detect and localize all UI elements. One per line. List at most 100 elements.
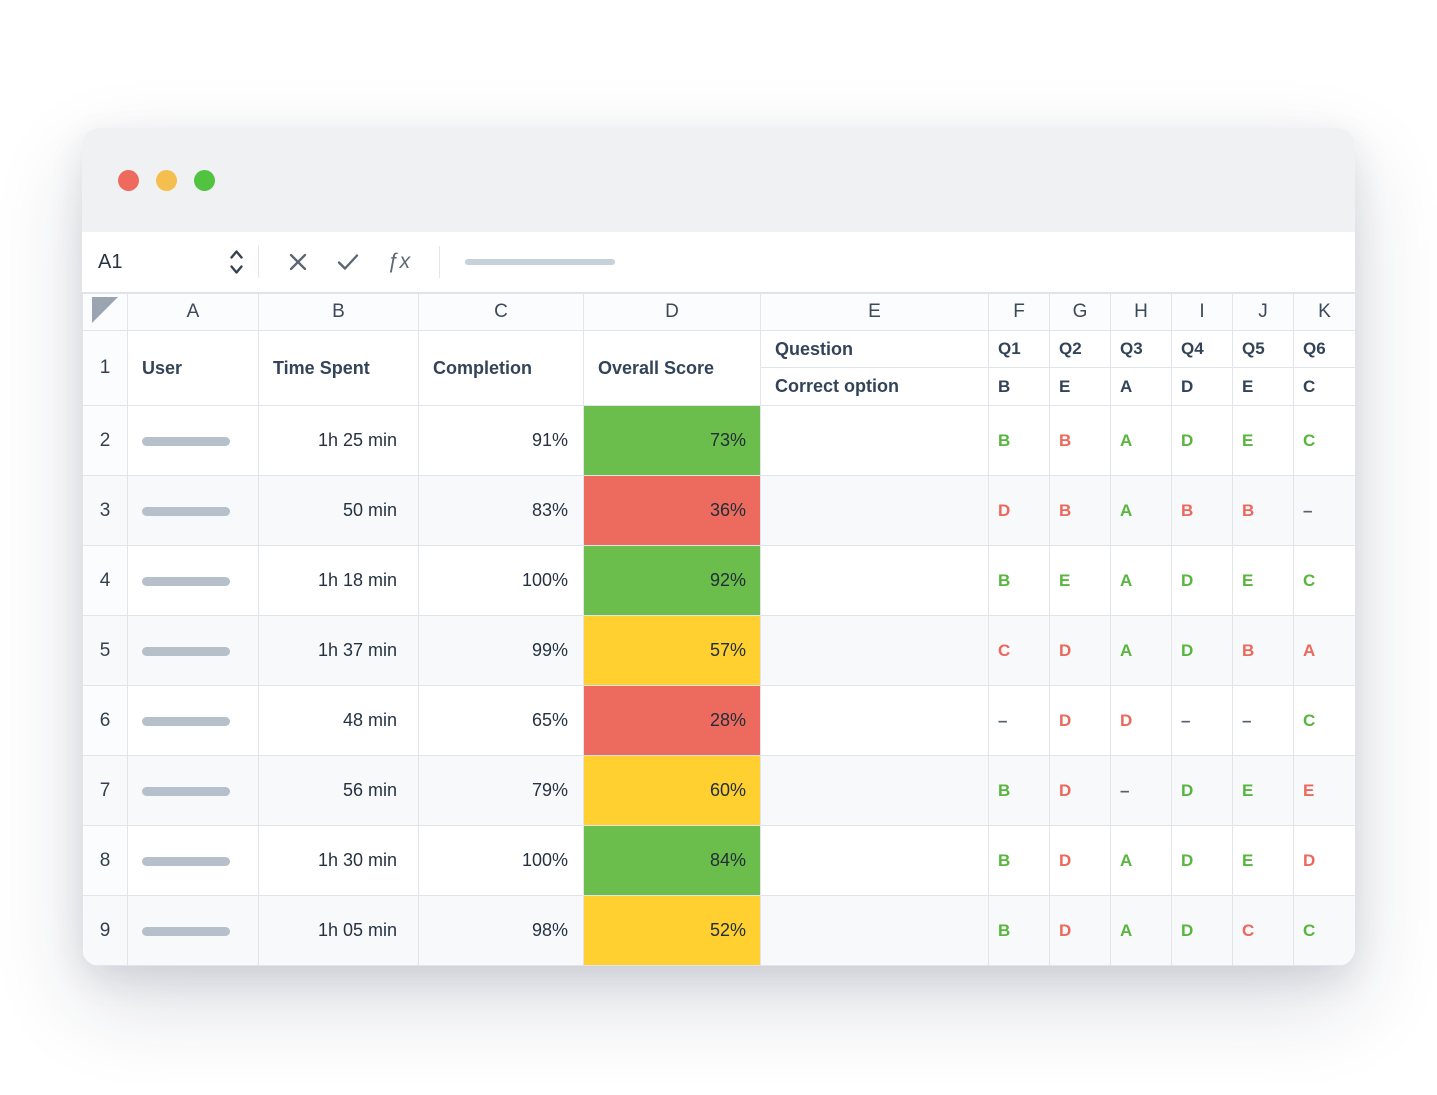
time-spent-cell[interactable]: 1h 18 min: [258, 545, 419, 616]
row-number[interactable]: 7: [82, 755, 128, 826]
time-spent-cell[interactable]: 56 min: [258, 755, 419, 826]
answer-cell-q3[interactable]: A: [1110, 545, 1172, 616]
row-number[interactable]: 9: [82, 895, 128, 966]
answer-cell-q1[interactable]: D: [988, 475, 1050, 546]
header-completion[interactable]: Completion: [418, 330, 584, 406]
answer-cell-q6[interactable]: –: [1293, 475, 1355, 546]
header-overall-score[interactable]: Overall Score: [583, 330, 761, 406]
completion-cell[interactable]: 65%: [418, 685, 584, 756]
answer-cell-q5[interactable]: E: [1232, 405, 1294, 476]
question-cell[interactable]: [760, 755, 989, 826]
answer-cell-q3[interactable]: D: [1110, 685, 1172, 756]
answer-cell-q3[interactable]: –: [1110, 755, 1172, 826]
column-header[interactable]: I: [1171, 293, 1233, 331]
completion-cell[interactable]: 79%: [418, 755, 584, 826]
answer-cell-q1[interactable]: B: [988, 545, 1050, 616]
column-header[interactable]: K: [1293, 293, 1355, 331]
answer-cell-q2[interactable]: B: [1049, 475, 1111, 546]
answer-cell-q2[interactable]: D: [1049, 825, 1111, 896]
answer-cell-q3[interactable]: A: [1110, 615, 1172, 686]
answer-cell-q4[interactable]: D: [1171, 755, 1233, 826]
answer-cell-q4[interactable]: D: [1171, 545, 1233, 616]
overall-score-cell[interactable]: 60%: [583, 755, 761, 826]
user-cell[interactable]: [127, 545, 259, 616]
header-time-spent[interactable]: Time Spent: [258, 330, 419, 406]
time-spent-cell[interactable]: 1h 05 min: [258, 895, 419, 966]
answer-cell-q2[interactable]: D: [1049, 755, 1111, 826]
answer-cell-q6[interactable]: C: [1293, 895, 1355, 966]
completion-cell[interactable]: 99%: [418, 615, 584, 686]
column-header[interactable]: C: [418, 293, 584, 331]
question-cell[interactable]: [760, 475, 989, 546]
row-number[interactable]: 2: [82, 405, 128, 476]
answer-cell-q1[interactable]: C: [988, 615, 1050, 686]
answer-cell-q5[interactable]: C: [1232, 895, 1294, 966]
column-header[interactable]: J: [1232, 293, 1294, 331]
overall-score-cell[interactable]: 28%: [583, 685, 761, 756]
column-header[interactable]: H: [1110, 293, 1172, 331]
question-cell[interactable]: [760, 685, 989, 756]
answer-cell-q2[interactable]: D: [1049, 685, 1111, 756]
user-cell[interactable]: [127, 755, 259, 826]
user-cell[interactable]: [127, 405, 259, 476]
function-icon[interactable]: ƒx: [387, 250, 412, 273]
header-user[interactable]: User: [127, 330, 259, 406]
overall-score-cell[interactable]: 57%: [583, 615, 761, 686]
user-cell[interactable]: [127, 615, 259, 686]
answer-cell-q4[interactable]: D: [1171, 895, 1233, 966]
formula-input-placeholder[interactable]: [465, 259, 616, 265]
answer-cell-q3[interactable]: A: [1110, 475, 1172, 546]
minimize-window-button[interactable]: [156, 169, 177, 191]
completion-cell[interactable]: 100%: [418, 545, 584, 616]
completion-cell[interactable]: 83%: [418, 475, 584, 546]
overall-score-cell[interactable]: 84%: [583, 825, 761, 896]
cancel-icon[interactable]: [287, 251, 309, 273]
row-number[interactable]: 6: [82, 685, 128, 756]
answer-cell-q4[interactable]: –: [1171, 685, 1233, 756]
overall-score-cell[interactable]: 52%: [583, 895, 761, 966]
overall-score-cell[interactable]: 73%: [583, 405, 761, 476]
user-cell[interactable]: [127, 685, 259, 756]
row-number[interactable]: 3: [82, 475, 128, 546]
header-q1-cell[interactable]: Q1 B: [988, 330, 1050, 406]
answer-cell-q3[interactable]: A: [1110, 405, 1172, 476]
cell-reference-stepper-icon[interactable]: [229, 248, 244, 276]
user-cell[interactable]: [127, 895, 259, 966]
row-number[interactable]: 5: [82, 615, 128, 686]
answer-cell-q5[interactable]: –: [1232, 685, 1294, 756]
question-cell[interactable]: [760, 825, 989, 896]
answer-cell-q4[interactable]: D: [1171, 825, 1233, 896]
answer-cell-q2[interactable]: D: [1049, 615, 1111, 686]
select-all-corner[interactable]: [82, 293, 128, 331]
header-question-cell[interactable]: Question Correct option: [760, 330, 989, 406]
header-q2-cell[interactable]: Q2 E: [1049, 330, 1111, 406]
answer-cell-q3[interactable]: A: [1110, 895, 1172, 966]
question-cell[interactable]: [760, 545, 989, 616]
answer-cell-q5[interactable]: E: [1232, 755, 1294, 826]
answer-cell-q6[interactable]: A: [1293, 615, 1355, 686]
answer-cell-q6[interactable]: E: [1293, 755, 1355, 826]
answer-cell-q6[interactable]: C: [1293, 545, 1355, 616]
header-q3-cell[interactable]: Q3 A: [1110, 330, 1172, 406]
time-spent-cell[interactable]: 1h 30 min: [258, 825, 419, 896]
row-number[interactable]: 1: [82, 330, 128, 406]
time-spent-cell[interactable]: 1h 37 min: [258, 615, 419, 686]
header-q4-cell[interactable]: Q4 D: [1171, 330, 1233, 406]
answer-cell-q4[interactable]: B: [1171, 475, 1233, 546]
answer-cell-q6[interactable]: D: [1293, 825, 1355, 896]
zoom-window-button[interactable]: [194, 169, 215, 191]
time-spent-cell[interactable]: 1h 25 min: [258, 405, 419, 476]
answer-cell-q1[interactable]: B: [988, 755, 1050, 826]
question-cell[interactable]: [760, 615, 989, 686]
column-header[interactable]: D: [583, 293, 761, 331]
completion-cell[interactable]: 98%: [418, 895, 584, 966]
completion-cell[interactable]: 91%: [418, 405, 584, 476]
user-cell[interactable]: [127, 475, 259, 546]
row-number[interactable]: 8: [82, 825, 128, 896]
completion-cell[interactable]: 100%: [418, 825, 584, 896]
column-header[interactable]: E: [760, 293, 989, 331]
column-header[interactable]: G: [1049, 293, 1111, 331]
answer-cell-q2[interactable]: B: [1049, 405, 1111, 476]
answer-cell-q2[interactable]: E: [1049, 545, 1111, 616]
cell-reference-box[interactable]: A1: [82, 248, 258, 276]
